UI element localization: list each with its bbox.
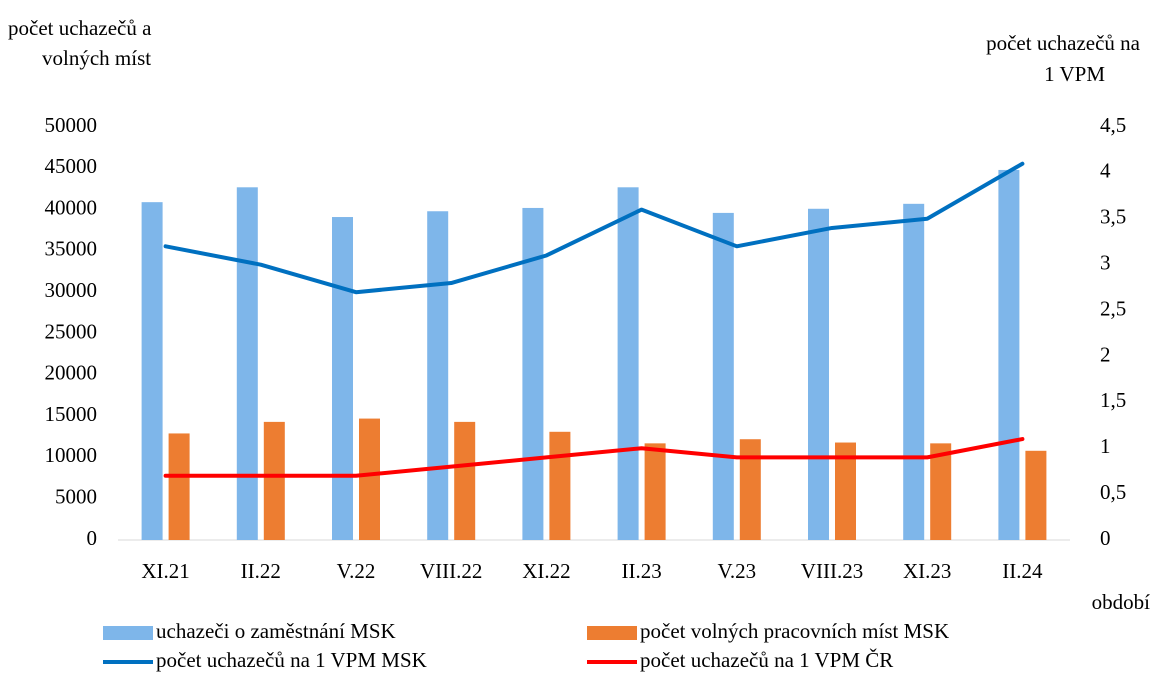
y2-tick-label: 3,5 — [1100, 205, 1126, 229]
y-tick-label: 30000 — [45, 278, 98, 302]
y2-tick-label: 2,5 — [1100, 296, 1126, 320]
line — [163, 437, 1025, 478]
x-tick-label: XI.23 — [903, 559, 951, 583]
bar — [236, 187, 258, 540]
y-tick-label: 25000 — [45, 319, 98, 343]
x-tick-label: VIII.22 — [420, 559, 482, 583]
y-tick-label: 45000 — [45, 154, 98, 178]
legend-swatch — [103, 626, 153, 640]
bar — [359, 418, 380, 540]
legend-label: počet uchazečů na 1 VPM ČR — [640, 648, 893, 672]
bar — [263, 421, 285, 540]
bar — [739, 439, 761, 540]
y2-tick-label: 4 — [1100, 159, 1111, 183]
y2-tick-label: 3 — [1100, 250, 1111, 274]
y-tick-label: 35000 — [45, 237, 98, 261]
bar — [903, 203, 925, 540]
bar — [644, 443, 666, 540]
y-tick-label: 5000 — [55, 485, 97, 509]
legend-label: uchazeči o zaměstnání MSK — [156, 619, 396, 643]
y-axis-title: volných míst — [42, 46, 151, 70]
bar — [617, 187, 639, 540]
bar — [1025, 450, 1047, 540]
bar — [549, 431, 571, 540]
y-axis-title: počet uchazečů a — [8, 16, 152, 40]
bar — [930, 443, 952, 540]
x-tick-label: II.23 — [621, 559, 661, 583]
y2-tick-label: 0,5 — [1100, 480, 1126, 504]
y2-tick-label: 4,5 — [1100, 113, 1126, 137]
x-tick-label: XI.22 — [522, 559, 570, 583]
y2-tick-label: 1 — [1100, 434, 1111, 458]
bar — [427, 211, 449, 540]
bar — [168, 433, 190, 540]
x-tick-label: XI.21 — [141, 559, 189, 583]
legend-swatch — [587, 626, 637, 640]
x-tick-label: V.23 — [717, 559, 756, 583]
bar — [998, 169, 1020, 540]
y2-tick-label: 0 — [1100, 526, 1111, 550]
legend-label: počet volných pracovních míst MSK — [640, 619, 949, 643]
legend-label: počet uchazečů na 1 VPM MSK — [156, 648, 427, 672]
y-tick-label: 20000 — [45, 361, 98, 385]
y-tick-label: 40000 — [45, 195, 98, 219]
y-tick-label: 10000 — [45, 443, 98, 467]
bar — [454, 421, 476, 540]
y2-axis-title: 1 VPM — [1044, 62, 1105, 86]
y2-axis-title: počet uchazečů na — [986, 31, 1141, 55]
y-tick-label: 50000 — [45, 113, 98, 137]
y2-tick-label: 1,5 — [1100, 388, 1126, 412]
line — [163, 161, 1025, 295]
x-tick-label: II.22 — [241, 559, 281, 583]
bar — [141, 202, 163, 540]
y-tick-label: 0 — [87, 526, 98, 550]
y-tick-label: 15000 — [45, 402, 98, 426]
x-axis-title: období — [1092, 590, 1151, 614]
bar — [712, 212, 734, 541]
bar — [835, 442, 856, 540]
bar — [332, 217, 353, 540]
y2-tick-label: 2 — [1100, 342, 1111, 366]
x-tick-label: V.22 — [337, 559, 376, 583]
x-tick-label: VIII.23 — [801, 559, 863, 583]
bar — [808, 208, 829, 541]
x-tick-label: II.24 — [1002, 559, 1043, 583]
